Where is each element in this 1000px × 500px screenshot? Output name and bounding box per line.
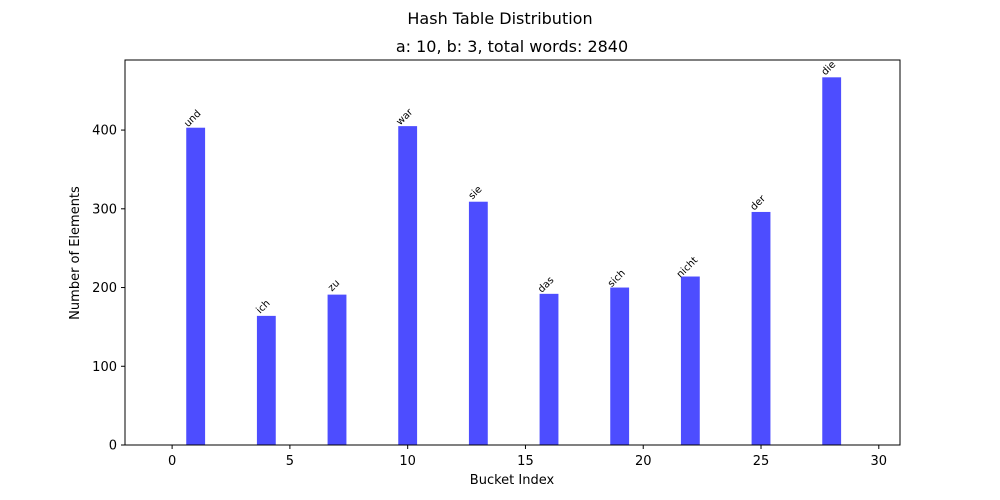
- bar-label-der: der: [748, 193, 768, 213]
- bar-label-zu: zu: [326, 278, 342, 294]
- bar-label-war: war: [395, 106, 416, 127]
- y-tick-label: 400: [92, 124, 117, 139]
- x-tick-label: 5: [286, 454, 294, 469]
- x-tick-label: 25: [753, 454, 770, 469]
- bar-und: [186, 127, 206, 446]
- bar-label-ich: ich: [255, 298, 273, 316]
- y-tick-label: 100: [92, 360, 117, 375]
- bar-zu: [327, 294, 347, 445]
- bar-sich: [610, 287, 630, 445]
- y-tick-label: 300: [92, 202, 117, 217]
- x-axis-label: Bucket Index: [470, 473, 555, 488]
- bar-nicht: [680, 276, 700, 445]
- bar-sie: [468, 201, 488, 445]
- x-tick-label: 30: [871, 454, 888, 469]
- y-tick-label: 0: [109, 439, 117, 454]
- bar-die: [822, 77, 842, 446]
- x-tick-label: 20: [635, 454, 652, 469]
- bar-ich: [256, 315, 276, 445]
- bar-war: [398, 126, 418, 445]
- chart-suptitle: Hash Table Distribution: [407, 9, 592, 28]
- y-tick-label: 200: [92, 281, 117, 296]
- bar-label-und: und: [182, 108, 203, 129]
- bar-label-die: die: [820, 59, 839, 78]
- x-tick-label: 10: [399, 454, 416, 469]
- x-tick-label: 0: [168, 454, 176, 469]
- bar-der: [751, 211, 771, 445]
- bar-label-sie: sie: [467, 184, 485, 202]
- x-tick-label: 15: [517, 454, 534, 469]
- bar-label-das: das: [536, 275, 556, 295]
- bar-das: [539, 293, 559, 445]
- chart-title: a: 10, b: 3, total words: 2840: [396, 37, 628, 56]
- plot-frame: [124, 59, 901, 446]
- y-axis-label: Number of Elements: [68, 186, 83, 320]
- bar-label-sich: sich: [606, 268, 628, 290]
